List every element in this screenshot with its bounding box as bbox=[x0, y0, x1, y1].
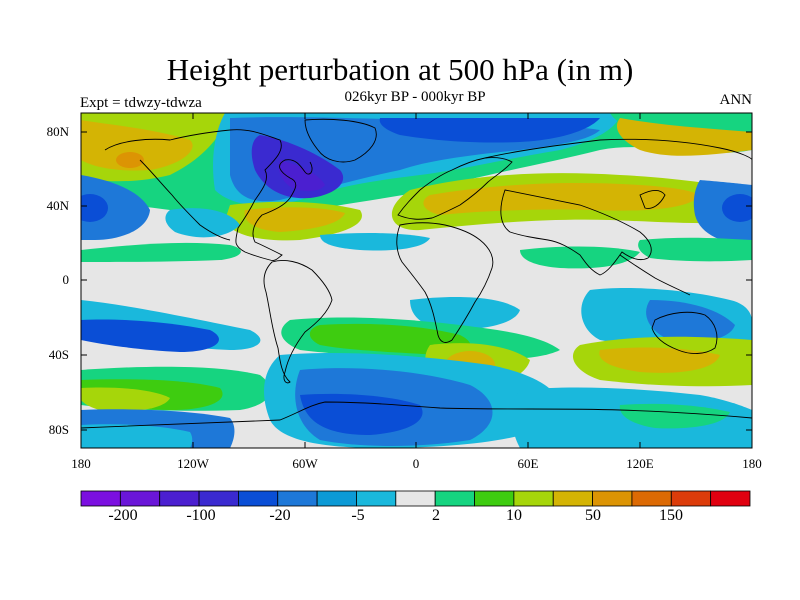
colorbar-label: -100 bbox=[186, 507, 216, 524]
colorbar-swatch bbox=[119, 490, 161, 507]
contour-field bbox=[81, 113, 752, 448]
lon-label-180e: 180 bbox=[742, 456, 762, 471]
colorbar-swatch bbox=[670, 490, 712, 507]
colorbar-label: 50 bbox=[585, 507, 601, 524]
coastlines bbox=[81, 118, 752, 429]
colorbar-label: -200 bbox=[108, 507, 138, 524]
lat-label-80n: 80N bbox=[46, 124, 69, 139]
lon-label-60e: 60E bbox=[517, 456, 539, 471]
lat-label-40s: 40S bbox=[48, 347, 69, 362]
lon-label-0: 0 bbox=[412, 456, 420, 471]
lat-label-0: 0 bbox=[62, 272, 70, 287]
colorbar-swatch bbox=[552, 490, 593, 507]
colorbar-label: -5 bbox=[351, 507, 365, 524]
colorbar-swatch bbox=[238, 490, 279, 507]
plot-title: Height perturbation at 500 hPa (in m) bbox=[166, 52, 634, 87]
colorbar-swatch bbox=[710, 490, 751, 507]
colorbar-label: 150 bbox=[659, 507, 683, 524]
lat-label-40n: 40N bbox=[46, 198, 69, 213]
colorbar-swatch bbox=[277, 490, 318, 507]
lon-label-60w: 60W bbox=[292, 456, 318, 471]
colorbar-swatch bbox=[395, 490, 436, 507]
colorbar-swatch bbox=[474, 490, 515, 507]
colorbar-swatch bbox=[513, 490, 554, 507]
lon-label-120e: 120E bbox=[626, 456, 654, 471]
colorbar-swatch bbox=[356, 490, 397, 507]
season-label: ANN bbox=[719, 92, 753, 108]
lon-label-180w: 180 bbox=[71, 456, 91, 471]
colorbar-label: 2 bbox=[432, 507, 440, 524]
colorbar-swatch bbox=[159, 490, 200, 507]
plot-subtitle: 026kyr BP - 000kyr BP bbox=[344, 89, 486, 105]
colorbar-swatch bbox=[80, 490, 121, 507]
axis-ticks bbox=[81, 113, 752, 448]
lon-label-120w: 120W bbox=[177, 456, 209, 471]
colorbar-label: 10 bbox=[506, 507, 522, 524]
colorbar-swatch bbox=[592, 490, 633, 507]
experiment-label: Expt = tdwzy-tdwza bbox=[80, 95, 202, 111]
colorbar-label: -20 bbox=[269, 507, 291, 524]
lat-label-80s: 80S bbox=[48, 422, 69, 437]
colorbar-swatch bbox=[434, 490, 475, 507]
colorbar-swatch bbox=[198, 490, 239, 507]
colorbar-swatch bbox=[316, 490, 357, 507]
colorbar-swatch bbox=[631, 490, 672, 507]
